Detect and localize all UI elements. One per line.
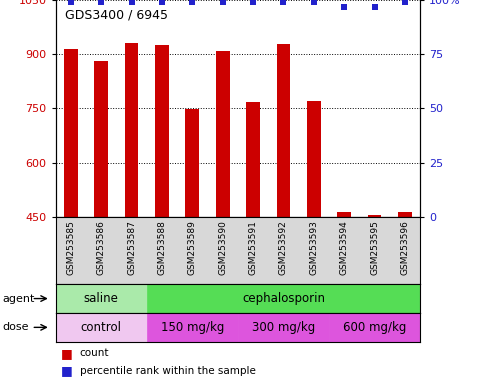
Point (341, 3, 348, 10)
Text: GSM253586: GSM253586 (97, 220, 106, 275)
Bar (329, 313, 420, 342)
Text: ■: ■ (60, 364, 72, 377)
Bar (359, 217, 390, 284)
Text: GSM253591: GSM253591 (249, 220, 257, 275)
Bar (390, 217, 420, 284)
Point (158, 0, 166, 5)
Text: 150 mg/kg: 150 mg/kg (161, 321, 224, 334)
Bar (329, 217, 359, 284)
Bar (147, 284, 420, 313)
Text: GSM253593: GSM253593 (309, 220, 318, 275)
Bar (246, 102, 260, 217)
Point (249, 0, 257, 5)
Text: GSM253590: GSM253590 (218, 220, 227, 275)
Point (188, 0, 196, 5)
Point (219, 0, 227, 5)
Text: count: count (80, 348, 109, 358)
Text: GSM253595: GSM253595 (370, 220, 379, 275)
Text: GDS3400 / 6945: GDS3400 / 6945 (65, 8, 168, 21)
Bar (56, 217, 86, 284)
Text: GSM253596: GSM253596 (400, 220, 410, 275)
Text: percentile rank within the sample: percentile rank within the sample (80, 366, 256, 376)
Text: saline: saline (84, 292, 118, 305)
Text: ■: ■ (60, 347, 72, 360)
Bar (368, 215, 382, 217)
Text: GSM253587: GSM253587 (127, 220, 136, 275)
Text: GSM253588: GSM253588 (157, 220, 167, 275)
Bar (307, 101, 321, 217)
Bar (94, 61, 108, 217)
Text: control: control (81, 321, 122, 334)
Bar (185, 109, 199, 217)
Bar (177, 217, 208, 284)
Bar (398, 212, 412, 217)
Bar (238, 217, 268, 284)
Bar (56, 313, 147, 342)
Bar (277, 44, 290, 217)
Bar (208, 217, 238, 284)
Bar (147, 313, 238, 342)
Point (401, 0, 409, 5)
Bar (56, 284, 147, 313)
Text: GSM253594: GSM253594 (340, 220, 349, 275)
Point (67, 0, 74, 5)
Point (371, 3, 379, 10)
Text: GSM253589: GSM253589 (188, 220, 197, 275)
Bar (338, 212, 351, 217)
Text: dose: dose (2, 322, 29, 333)
Point (128, 0, 135, 5)
Point (97, 0, 105, 5)
Text: 600 mg/kg: 600 mg/kg (343, 321, 406, 334)
Text: cephalosporin: cephalosporin (242, 292, 325, 305)
Bar (216, 51, 229, 217)
Point (310, 0, 318, 5)
Bar (238, 313, 329, 342)
Bar (298, 217, 329, 284)
Bar (64, 49, 78, 217)
Text: 300 mg/kg: 300 mg/kg (252, 321, 315, 334)
Bar (268, 217, 298, 284)
Text: GSM253592: GSM253592 (279, 220, 288, 275)
Bar (86, 217, 116, 284)
Text: agent: agent (2, 293, 35, 304)
Text: GSM253585: GSM253585 (66, 220, 75, 275)
Bar (147, 217, 177, 284)
Bar (125, 43, 138, 217)
Point (280, 0, 287, 5)
Bar (155, 45, 169, 217)
Bar (116, 217, 147, 284)
